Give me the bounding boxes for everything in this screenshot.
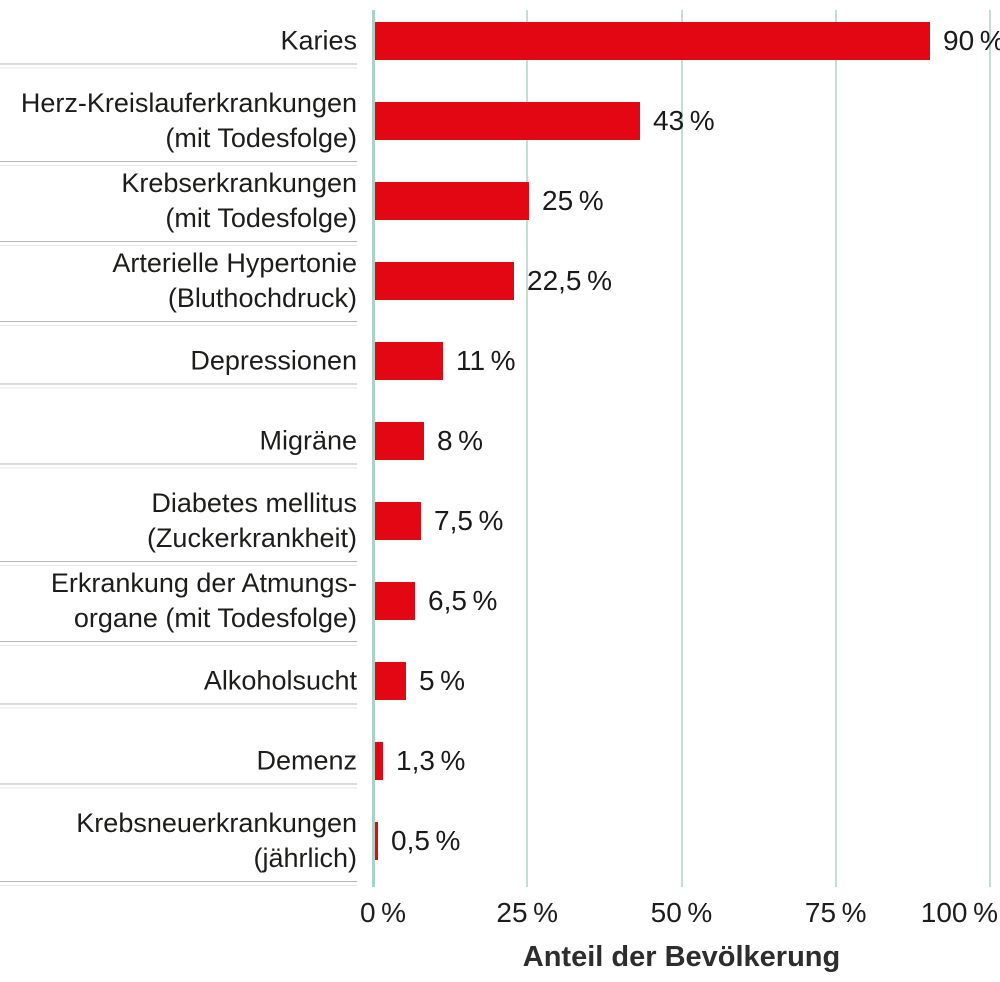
category-label: Depressionen (0, 344, 357, 389)
x-tick-label: 100 % (920, 897, 998, 928)
value-label: 8 % (437, 425, 484, 456)
label-divider (0, 63, 357, 69)
bar-row: Krebsneuerkrankungen (jährlich) 0,5 % (0, 808, 1000, 890)
x-tick-label: 25 % (496, 897, 559, 928)
gridline (989, 10, 991, 887)
value-label: 7,5 % (434, 505, 504, 536)
value-label: 90 % (943, 25, 1000, 56)
bar (375, 422, 424, 460)
value-label: 1,3 % (396, 745, 466, 776)
zero-axis-line (372, 10, 375, 887)
bar (375, 22, 930, 60)
category-label: Herz-Kreislauferkrankungen (mit Todesfolg… (0, 86, 357, 166)
x-axis-title: Anteil der Bevölkerung (522, 941, 841, 973)
bar-row: Demenz 1,3 % (0, 730, 1000, 810)
bar-row: Krebserkrankungen (mit Todesfolge) 25 % (0, 168, 1000, 250)
value-label: 6,5 % (428, 585, 498, 616)
bar (375, 502, 421, 540)
value-label: 5 % (419, 665, 466, 696)
bar (375, 822, 378, 860)
bar-row: Depressionen 11 % (0, 330, 1000, 410)
bar-row: Erkrankung der Atmungs-organe (mit Todes… (0, 568, 1000, 650)
label-divider (0, 463, 357, 469)
bar-row: Alkoholsucht 5 % (0, 650, 1000, 730)
label-divider (0, 703, 357, 709)
bar-row: Arterielle Hypertonie (Bluthochdruck) 22,5… (0, 248, 1000, 330)
value-label: 11 % (456, 345, 516, 376)
bar (375, 662, 406, 700)
value-label: 22,5 % (527, 265, 612, 296)
label-divider (0, 641, 357, 646)
category-label: Diabetes mellitus (Zuckerkrankheit) (0, 486, 357, 566)
bar-row: Herz-Kreislauferkrankungen (mit Todesfolg… (0, 88, 1000, 170)
bar (375, 102, 640, 140)
category-label: Alkoholsucht (0, 664, 357, 709)
bar (375, 582, 415, 620)
bar (375, 742, 383, 780)
category-label: Krebserkrankungen (mit Todesfolge) (0, 166, 357, 246)
bar (375, 262, 514, 300)
label-divider (0, 383, 357, 389)
bar-row: Karies 90 % (0, 10, 1000, 90)
category-label: Erkrankung der Atmungs-organe (mit Todes… (0, 566, 357, 646)
label-divider (0, 241, 357, 246)
category-label: Arterielle Hypertonie (Bluthochdruck) (0, 246, 357, 326)
category-label: Demenz (0, 744, 357, 789)
label-divider (0, 161, 357, 166)
category-label: Migräne (0, 424, 357, 469)
category-label: Krebsneuerkrankungen (jährlich) (0, 806, 357, 886)
gridline (834, 10, 837, 887)
bar (375, 182, 529, 220)
x-tick-label: 50 % (650, 897, 713, 928)
value-label: 25 % (542, 185, 604, 216)
label-divider (0, 321, 357, 326)
label-divider (0, 881, 357, 886)
value-label: 43 % (653, 105, 715, 136)
label-divider (0, 783, 357, 789)
label-divider (0, 561, 357, 566)
bar (375, 342, 443, 380)
gridline (680, 10, 683, 887)
bar-row: Migräne 8 % (0, 410, 1000, 490)
value-label: 0,5 % (391, 825, 461, 856)
x-tick-label: 0 % (359, 897, 407, 928)
category-label: Karies (0, 24, 357, 69)
gridline (526, 10, 529, 887)
bar-row: Diabetes mellitus (Zuckerkrankheit) 7,5 % (0, 488, 1000, 570)
x-tick-label: 75 % (804, 897, 867, 928)
